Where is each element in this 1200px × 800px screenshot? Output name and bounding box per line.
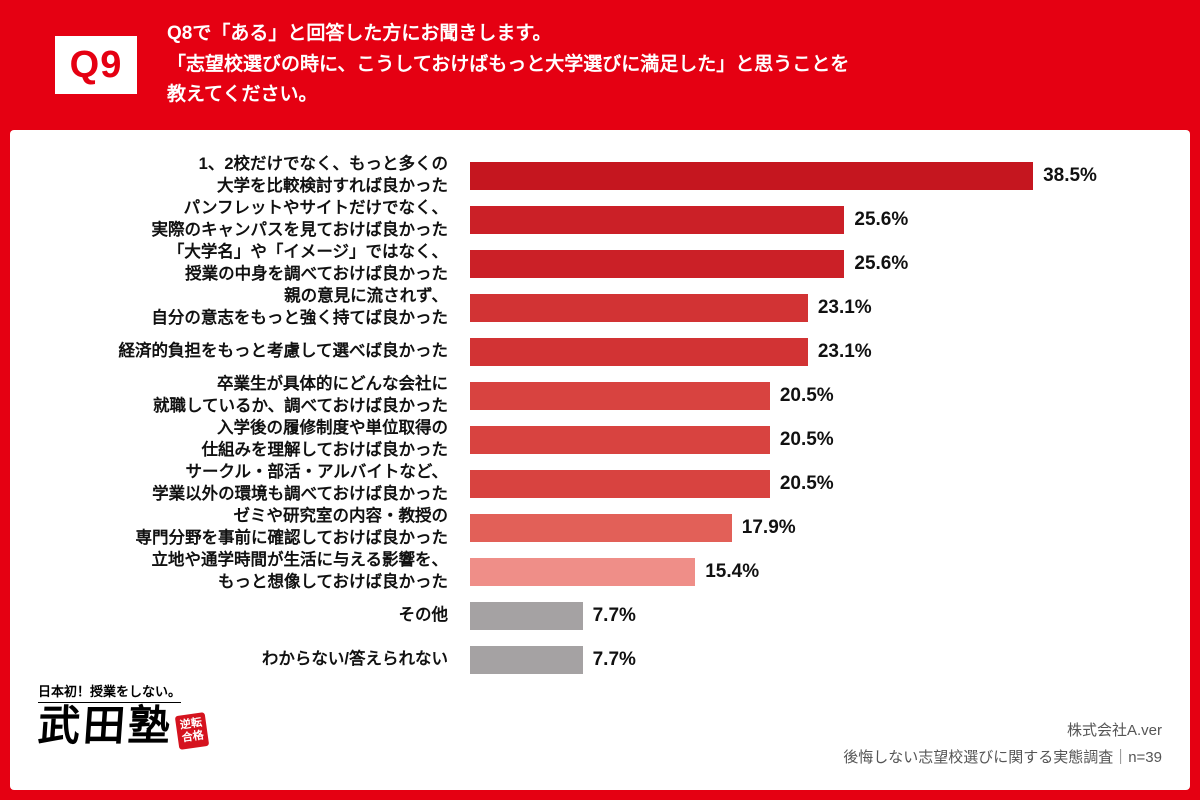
bar: [470, 426, 770, 454]
bar-label: 1、2校だけでなく、もっと多くの 大学を比較検討すれば良かった: [198, 155, 448, 195]
bar-value: 7.7%: [592, 649, 636, 670]
bar-row: 「大学名」や「イメージ」ではなく、 授業の中身を調べておけば良かった 25.6%: [20, 242, 1180, 286]
bar-label: パンフレットやサイトだけでなく、 実際のキャンパスを見ておけば良かった: [151, 199, 448, 239]
bar-value: 23.1%: [817, 297, 872, 318]
bar: [470, 646, 583, 674]
bar-row: サークル・部活・アルバイトなど、 学業以外の環境も調べておけば良かった 20.5%: [20, 462, 1180, 506]
bar-value: 25.6%: [854, 253, 909, 274]
bar-track: 38.5%: [470, 162, 1097, 190]
bar: [470, 470, 770, 498]
bar-label: 「大学名」や「イメージ」ではなく、 授業の中身を調べておけば良かった: [167, 243, 448, 283]
bar-track: 20.5%: [470, 382, 1055, 410]
bar-row: 1、2校だけでなく、もっと多くの 大学を比較検討すれば良かった 38.5%: [20, 154, 1180, 198]
bar-label: 卒業生が具体的にどんな会社に 就職しているか、調べておけば良かった: [152, 375, 448, 415]
bar-value: 20.5%: [779, 473, 834, 494]
bar-track: 20.5%: [470, 426, 1055, 454]
bar-value: 17.9%: [741, 517, 796, 538]
bar-row: 立地や通学時間が生活に与える影響を、 もっと想像しておけば良かった 15.4%: [20, 550, 1180, 594]
bar-label: 立地や通学時間が生活に与える影響を、 もっと想像しておけば良かった: [151, 551, 448, 591]
bar: [470, 294, 808, 322]
brand-logo-row: 武田塾 逆転 合格: [36, 704, 210, 750]
bar-row: わからない/答えられない 7.7%: [20, 638, 1180, 682]
bar-label: わからない/答えられない: [261, 650, 448, 669]
bar: [470, 382, 770, 410]
question-line-1: Q8で「ある」と回答した方にお聞きします。: [167, 23, 552, 45]
bar-value: 15.4%: [705, 561, 760, 582]
bar: [470, 602, 583, 630]
bar-track: 7.7%: [470, 646, 1055, 674]
bar: [470, 558, 696, 586]
bar-row: 入学後の履修制度や単位取得の 仕組みを理解しておけば良かった 20.5%: [20, 418, 1180, 462]
chart-panel: 1、2校だけでなく、もっと多くの 大学を比較検討すれば良かった 38.5% パンフレッ…: [10, 130, 1190, 790]
survey-title: 後悔しない志望校選びに関する実態調査｜n=39: [843, 749, 1162, 767]
bar-row: パンフレットやサイトだけでなく、 実際のキャンパスを見ておけば良かった 25.6%: [20, 198, 1180, 242]
bar: [470, 338, 808, 366]
bar-label: サークル・部活・アルバイトなど、 学業以外の環境も調べておけば良かった: [152, 463, 448, 503]
bar-row: ゼミや研究室の内容・教授の 専門分野を事前に確認しておけば良かった 17.9%: [20, 506, 1180, 550]
bar-value: 20.5%: [779, 429, 834, 450]
bar-track: 23.1%: [470, 294, 1055, 322]
question-line-2: 「志望校選びの時に、こうしておけばもっと大学選びに満足した」と思うことを: [167, 53, 850, 75]
bar-track: 17.9%: [470, 514, 1055, 542]
bar-label: 経済的負担をもっと考慮して選べば良かった: [118, 342, 448, 361]
question-line-3: 教えてください。: [167, 84, 318, 106]
bar-value: 7.7%: [592, 605, 636, 626]
bar: [470, 162, 1034, 190]
survey-credit: 株式会社A.ver 後悔しない志望校選びに関する実態調査｜n=39: [843, 717, 1162, 773]
brand-seal-line-2: 合格: [181, 729, 205, 745]
bar-value: 38.5%: [1043, 165, 1097, 186]
bar: [470, 514, 732, 542]
bar-row: 卒業生が具体的にどんな会社に 就職しているか、調べておけば良かった 20.5%: [20, 374, 1180, 418]
bar-track: 7.7%: [470, 602, 1055, 630]
question-header: Q9 Q8で「ある」と回答した方にお聞きします。 「志望校選びの時に、こうしてお…: [0, 0, 1200, 130]
bar-track: 23.1%: [470, 338, 1055, 366]
bar-value: 25.6%: [854, 209, 909, 230]
bar-track: 15.4%: [470, 558, 1055, 586]
brand-seal: 逆転 合格: [174, 712, 210, 750]
brand-logo: 日本初！授業をしない。 武田塾 逆転 合格: [36, 681, 210, 750]
bar-row: 親の意見に流されず、 自分の意志をもっと強く持てば良かった 23.1%: [20, 286, 1180, 330]
bar-value: 20.5%: [779, 385, 834, 406]
bar-label: 親の意見に流されず、 自分の意志をもっと強く持てば良かった: [151, 287, 448, 327]
bar-value: 23.1%: [817, 341, 872, 362]
bar-label: その他: [398, 606, 449, 625]
bar-row: 経済的負担をもっと考慮して選べば良かった 23.1%: [20, 330, 1180, 374]
bar-label: 入学後の履修制度や単位取得の 仕組みを理解しておけば良かった: [201, 419, 448, 459]
bar-track: 25.6%: [470, 250, 1055, 278]
bar-track: 25.6%: [470, 206, 1055, 234]
brand-logo-text: 武田塾: [36, 704, 175, 750]
bar: [470, 206, 845, 234]
bar-track: 20.5%: [470, 470, 1055, 498]
question-text: Q8で「ある」と回答した方にお聞きします。 「志望校選びの時に、こうしておけばも…: [167, 19, 849, 110]
bar: [470, 250, 845, 278]
bar-row: その他 7.7%: [20, 594, 1180, 638]
company-name: 株式会社A.ver: [1066, 721, 1162, 739]
brand-tagline: 日本初！授業をしない。: [38, 681, 182, 703]
bar-label: ゼミや研究室の内容・教授の 専門分野を事前に確認しておけば良かった: [135, 507, 448, 547]
question-number-badge: Q9: [55, 36, 137, 94]
bar-chart: 1、2校だけでなく、もっと多くの 大学を比較検討すれば良かった 38.5% パンフレッ…: [20, 154, 1180, 682]
